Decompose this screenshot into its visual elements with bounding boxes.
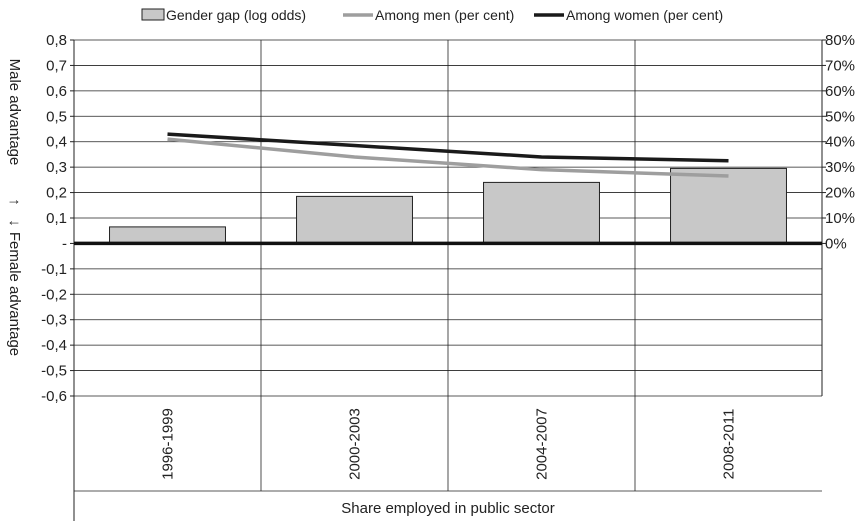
left-tick-label: -0,6 (41, 388, 67, 405)
series-line (167, 137, 729, 178)
left-tick-label: 0,5 (46, 108, 67, 125)
right-tick-label: 40% (825, 134, 855, 151)
left-tick-label: -0,5 (41, 363, 67, 380)
left-tick-label: 0,1 (46, 210, 67, 227)
left-axis-ticks: 0,8 0,7 0,6 0,5 0,4 0,3 0,2 0,1 - -0,1 -0,2 -0,3 -0,… (41, 32, 74, 405)
right-tick-label: 50% (825, 108, 855, 125)
x-tick-label: 2000-2003 (347, 408, 364, 480)
right-tick-label: 0% (825, 235, 847, 252)
left-tick-label: 0,2 (46, 185, 67, 202)
x-tick-label: 2008-2011 (721, 409, 738, 480)
x-axis-title: Share employed in public sector (341, 500, 554, 517)
left-tick-label: 0,7 (46, 57, 67, 74)
bar (670, 167, 787, 244)
left-tick-label: 0,4 (46, 134, 67, 151)
x-axis-ticks: 1996-1999 2000-2003 2004-2007 2008-2011 (160, 408, 738, 480)
bar (483, 181, 600, 244)
legend-label: Among women (per cent) (566, 7, 723, 23)
left-tick-label: 0,3 (46, 159, 67, 176)
legend-label: Among men (per cent) (375, 7, 514, 23)
left-tick-label: 0,6 (46, 83, 67, 100)
lines (167, 132, 729, 178)
y-axis-title-part: Female advantage (6, 232, 23, 356)
right-tick-label: 70% (825, 57, 855, 74)
right-tick-label: 20% (825, 185, 855, 202)
legend: Gender gap (log odds) Among men (per cent… (141, 7, 723, 23)
y-axis-title-part: ↓ (6, 219, 23, 227)
x-tick-label: 2004-2007 (534, 408, 551, 480)
right-axis-ticks: 80% 70% 60% 50% 40% 30% 20% 10% 0% (822, 32, 855, 252)
right-tick-label: 10% (825, 210, 855, 227)
left-tick-label: -0,4 (41, 337, 67, 354)
left-tick-label: -0,1 (41, 261, 67, 278)
left-tick-label: -0,3 (41, 312, 67, 329)
left-tick-label: - (62, 235, 67, 252)
grid (73, 39, 823, 521)
right-tick-label: 80% (825, 32, 855, 49)
x-tick-label: 1996-1999 (160, 408, 177, 480)
bar (296, 195, 413, 244)
y-axis-title-part: Male advantage (6, 59, 23, 166)
bar (109, 226, 226, 244)
right-tick-label: 60% (825, 83, 855, 100)
y-axis-title: Male advantage ↑ ↓ Female advantage (6, 59, 23, 357)
legend-swatch-bar (141, 8, 165, 21)
right-tick-label: 30% (825, 159, 855, 176)
y-axis-title-part: ↑ (6, 198, 23, 206)
legend-label: Gender gap (log odds) (166, 7, 306, 23)
left-tick-label: 0,8 (46, 32, 67, 49)
series-line (167, 132, 729, 163)
left-tick-label: -0,2 (41, 286, 67, 303)
